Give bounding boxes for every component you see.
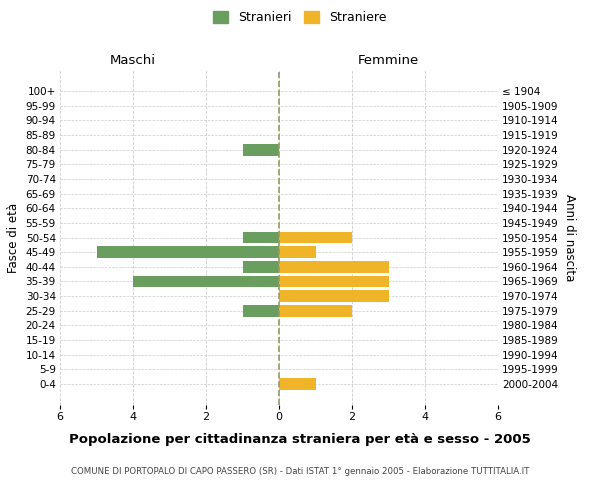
Y-axis label: Anni di nascita: Anni di nascita (563, 194, 575, 281)
Text: Maschi: Maschi (110, 54, 156, 68)
Bar (242, 144, 279, 156)
Bar (279, 290, 389, 302)
Bar (242, 261, 279, 272)
Bar (279, 276, 389, 287)
Text: Femmine: Femmine (358, 54, 419, 68)
Bar (97, 246, 279, 258)
Bar (279, 232, 352, 243)
Y-axis label: Fasce di età: Fasce di età (7, 202, 20, 272)
Bar (242, 232, 279, 243)
Bar (242, 305, 279, 316)
Text: Popolazione per cittadinanza straniera per età e sesso - 2005: Popolazione per cittadinanza straniera p… (69, 432, 531, 446)
Bar (279, 261, 389, 272)
Text: COMUNE DI PORTOPALO DI CAPO PASSERO (SR) - Dati ISTAT 1° gennaio 2005 - Elaboraz: COMUNE DI PORTOPALO DI CAPO PASSERO (SR)… (71, 468, 529, 476)
Legend: Stranieri, Straniere: Stranieri, Straniere (208, 6, 392, 29)
Bar (279, 246, 316, 258)
Bar (279, 305, 352, 316)
Bar (133, 276, 279, 287)
Bar (279, 378, 316, 390)
